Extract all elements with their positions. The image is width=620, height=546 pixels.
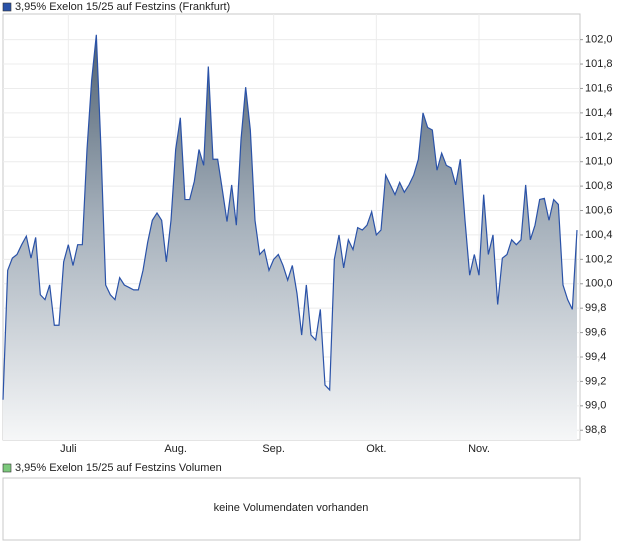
legend-swatch <box>2 463 12 473</box>
x-tick-label: Sep. <box>262 443 285 455</box>
y-tick-label: 100,0 <box>585 278 613 290</box>
y-tick-label: 101,0 <box>585 156 613 168</box>
y-tick-label: 99,0 <box>585 400 606 412</box>
x-tick-label: Okt. <box>366 443 386 455</box>
y-tick-label: 101,4 <box>585 107 613 119</box>
volume-title: 3,95% Exelon 15/25 auf Festzins Volumen <box>15 462 222 474</box>
y-tick-label: 101,2 <box>585 131 613 143</box>
x-tick-label: Nov. <box>468 443 490 455</box>
y-tick-label: 98,8 <box>585 424 606 436</box>
y-tick-label: 99,4 <box>585 351 606 363</box>
y-tick-label: 100,4 <box>585 229 613 241</box>
y-tick-label: 99,6 <box>585 326 606 338</box>
y-tick-label: 100,2 <box>585 253 613 265</box>
legend-label: 3,95% Exelon 15/25 auf Festzins (Frankfu… <box>15 1 230 13</box>
y-tick-label: 99,2 <box>585 375 606 387</box>
y-tick-label: 102,0 <box>585 34 613 46</box>
price-line <box>2 34 578 400</box>
x-tick-label: Aug. <box>164 443 187 455</box>
volume-frame <box>2 477 581 541</box>
x-tick-label: Juli <box>60 443 77 455</box>
y-tick-label: 100,6 <box>585 204 613 216</box>
legend-swatch <box>2 2 12 12</box>
y-tick-label: 99,8 <box>585 302 606 314</box>
y-tick-label: 100,8 <box>585 180 613 192</box>
price-area <box>3 34 577 440</box>
y-tick-label: 101,6 <box>585 82 613 94</box>
y-tick-label: 101,8 <box>585 58 613 70</box>
volume-message: keine Volumendaten vorhanden <box>214 502 369 514</box>
